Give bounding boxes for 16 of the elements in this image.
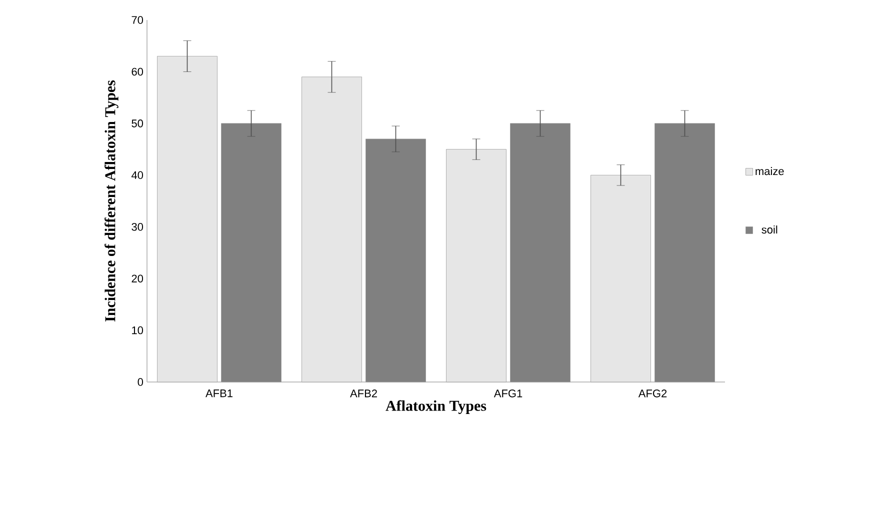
y-tick-label: 20 bbox=[132, 274, 144, 282]
legend-label: maize bbox=[756, 167, 784, 176]
y-tick-label: 60 bbox=[132, 68, 144, 76]
y-axis-title: Incidence of different Aflatoxin Types bbox=[104, 80, 118, 322]
x-tick-label: AFB2 bbox=[350, 390, 377, 398]
y-tick-label: 10 bbox=[132, 326, 144, 334]
legend-label: soil bbox=[762, 226, 778, 234]
x-tick-label: AFG2 bbox=[638, 390, 667, 398]
y-tick-label: 50 bbox=[132, 120, 144, 128]
y-tick-label: 0 bbox=[138, 378, 144, 386]
x-tick-label: AFG1 bbox=[494, 390, 522, 398]
x-tick-label: AFB1 bbox=[206, 390, 232, 398]
y-tick-label: 70 bbox=[132, 16, 144, 24]
x-axis-title: Aflatoxin Types bbox=[386, 400, 486, 414]
y-tick-label: 30 bbox=[132, 222, 144, 231]
y-tick-label: 40 bbox=[131, 171, 144, 180]
